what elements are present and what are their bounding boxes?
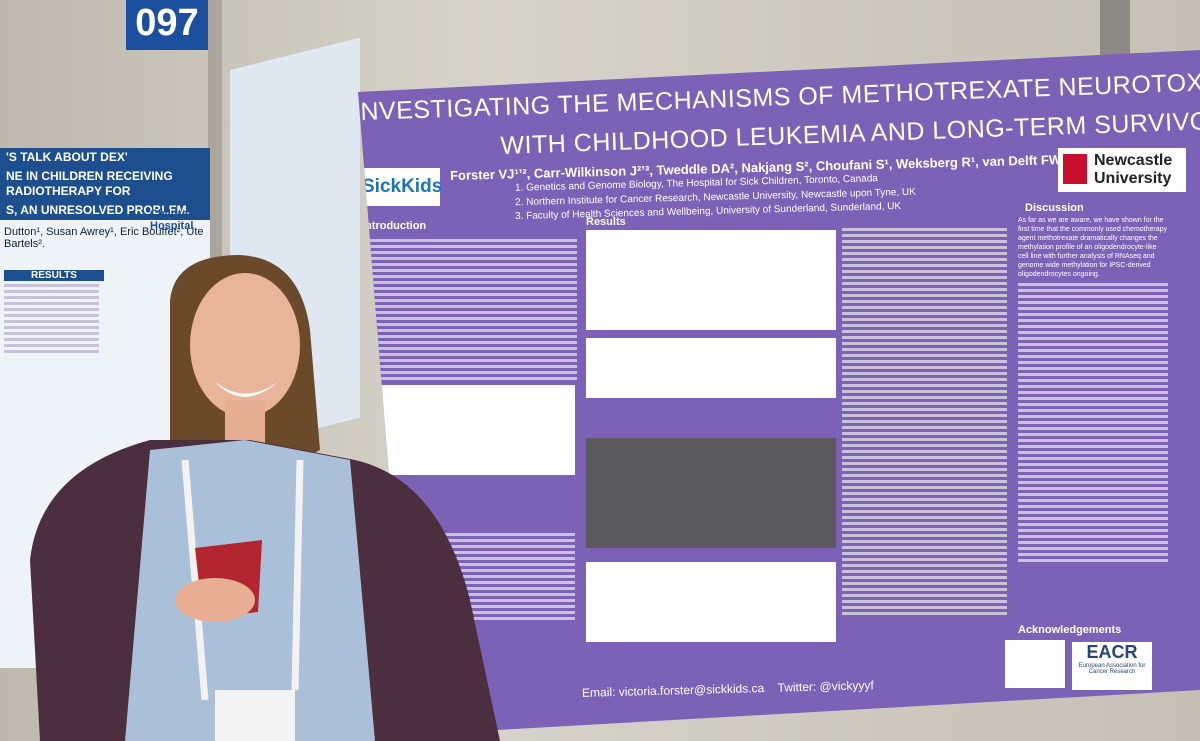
text-block (4, 284, 99, 353)
sponsor-subtitle: European Association for Cancer Research (1078, 663, 1146, 675)
left-poster-authors: Dutton¹, Susan Awrey¹, Eric Bouffet², Ut… (4, 226, 204, 250)
results-heading: RESULTS (4, 270, 104, 281)
text-block (1018, 280, 1168, 565)
section-heading: Acknowledgements (1018, 624, 1122, 636)
logo (1005, 640, 1065, 688)
figure (586, 338, 836, 398)
logo-text: University (1094, 170, 1172, 187)
logo: Newcastle University (1058, 148, 1186, 192)
text-block (362, 236, 577, 383)
figure (586, 562, 836, 642)
logo: SickKids (362, 168, 442, 206)
sponsor-name: EACR (1086, 642, 1138, 662)
text-block (842, 225, 1007, 618)
section-heading: Results (586, 216, 626, 228)
left-poster-title: S, AN UNRESOLVED PROBLEM. (0, 201, 210, 220)
face (190, 273, 300, 417)
section-heading: Introduction (362, 220, 427, 232)
section-heading: Discussion (1025, 202, 1084, 214)
left-poster-title: NE IN CHILDREN RECEIVING RADIOTHERAPY FO… (0, 167, 210, 201)
diagram (365, 385, 575, 475)
pole (1100, 0, 1130, 60)
logo-text: Newcastle (1094, 152, 1173, 169)
micrograph (586, 438, 836, 548)
hand (175, 578, 255, 622)
logo: EACR European Association for Cancer Rese… (1072, 642, 1152, 690)
left-poster-title: 'S TALK ABOUT DEX' (0, 148, 210, 167)
discussion-text: As far as we are aware, we have shown fo… (1018, 217, 1168, 278)
booth-number: 097 (126, 0, 208, 50)
lanyard (181, 459, 304, 701)
badge (215, 690, 295, 741)
smile (215, 382, 278, 397)
figure (586, 230, 836, 330)
hospital-logo: Children's Hospital (150, 208, 204, 232)
